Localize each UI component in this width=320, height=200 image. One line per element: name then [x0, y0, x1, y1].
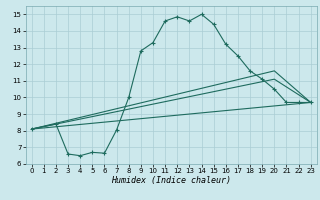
X-axis label: Humidex (Indice chaleur): Humidex (Indice chaleur): [111, 176, 231, 185]
